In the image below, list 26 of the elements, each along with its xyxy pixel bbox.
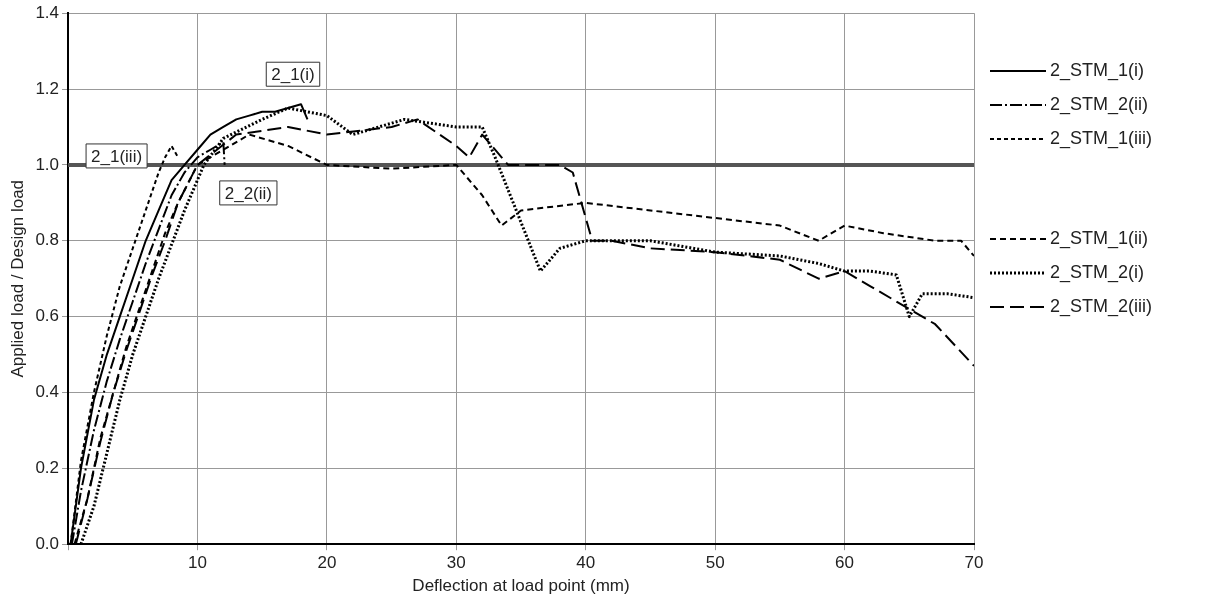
- y-tick-label: 1.2: [35, 78, 60, 98]
- x-tick-label: 50: [705, 553, 725, 573]
- y-axis-title: Applied load / Design load: [7, 179, 27, 378]
- y-tick-label: 0.6: [35, 306, 60, 326]
- x-tick-label: 60: [835, 553, 855, 573]
- x-tick-label: 20: [317, 553, 337, 573]
- y-tick-label: 0.4: [35, 382, 60, 402]
- x-axis-title: Deflection at load point (mm): [412, 576, 630, 596]
- x-tick-label: 40: [576, 553, 596, 573]
- annotation: 2_1(i): [271, 64, 315, 84]
- annotation: 2_2(ii): [224, 183, 272, 203]
- legend-label: 2_STM_1(iii): [1050, 128, 1153, 149]
- x-tick-label: 30: [446, 553, 466, 573]
- legend-label: 2_STM_2(iii): [1050, 296, 1153, 317]
- annotation: 2_1(iii): [91, 146, 143, 166]
- legend-label: 2_STM_2(ii): [1050, 94, 1149, 115]
- legend-label: 2_STM_1(ii): [1050, 228, 1149, 249]
- x-tick-label: 10: [188, 553, 207, 573]
- y-tick-label: 1.0: [35, 154, 60, 174]
- y-tick-label: 0.0: [35, 533, 60, 553]
- legend-label: 2_STM_1(i): [1050, 60, 1145, 81]
- x-tick-label: 70: [964, 553, 984, 573]
- y-tick-label: 1.4: [35, 2, 60, 22]
- legend-label: 2_STM_2(i): [1050, 262, 1145, 283]
- y-tick-label: 0.2: [35, 458, 60, 478]
- y-tick-label: 0.8: [35, 230, 60, 250]
